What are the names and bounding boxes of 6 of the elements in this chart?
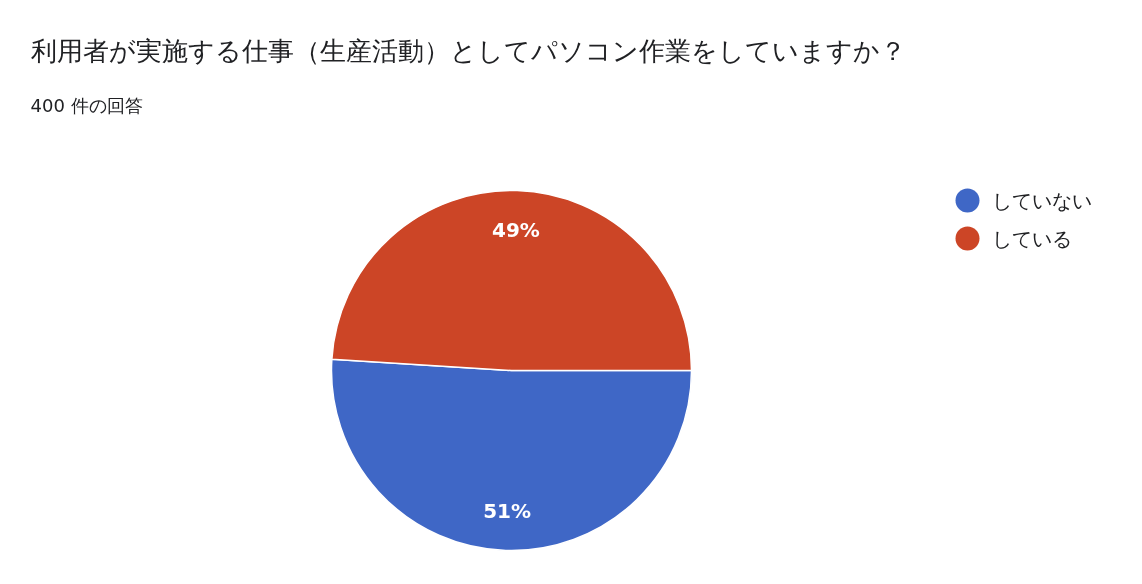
data-label: 49% — [491, 218, 540, 243]
legend-label: している — [991, 226, 1072, 251]
data-label: 51% — [483, 498, 532, 523]
text: 400 件の回答 — [30, 95, 143, 116]
chart-title: 利用者が実施する仕事（生産活動）としてパソコン作業をしていますか？ — [30, 35, 906, 66]
legend-label: していない — [991, 188, 1092, 213]
